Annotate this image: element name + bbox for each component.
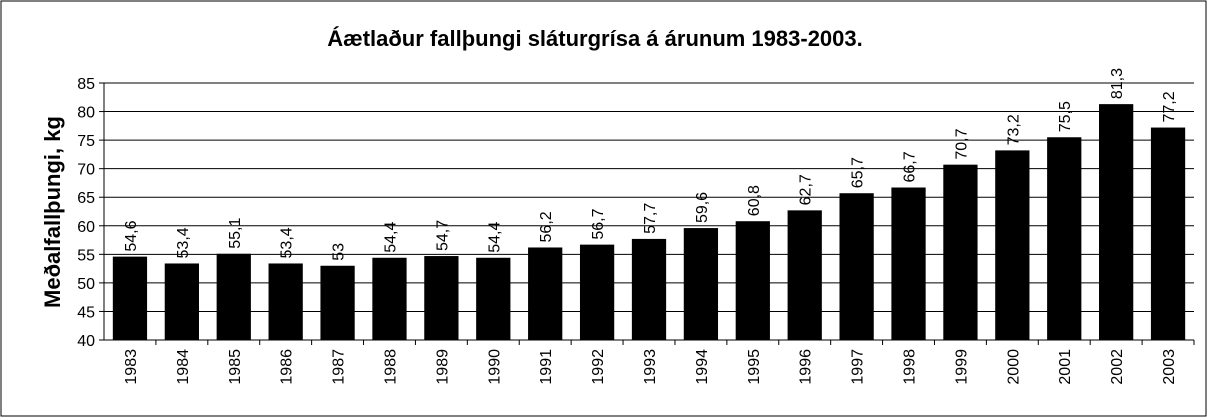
y-tick-label: 55 bbox=[77, 247, 95, 264]
bar bbox=[683, 228, 719, 340]
y-tick-label: 70 bbox=[77, 162, 95, 179]
value-label: 75,5 bbox=[1057, 101, 1074, 132]
bar bbox=[943, 164, 978, 340]
bar bbox=[112, 256, 148, 340]
bar bbox=[216, 253, 251, 340]
bar bbox=[476, 257, 511, 340]
x-tick-label: 1992 bbox=[590, 349, 607, 385]
value-label: 57,7 bbox=[642, 203, 659, 234]
value-label: 81,3 bbox=[1109, 68, 1126, 99]
x-tick-label: 1996 bbox=[798, 349, 815, 385]
y-axis-label: Meðalfallþungi, kg bbox=[40, 116, 65, 308]
bar bbox=[320, 265, 355, 340]
y-tick-label: 75 bbox=[77, 133, 95, 150]
value-label: 54,4 bbox=[382, 222, 399, 253]
value-label: 56,7 bbox=[590, 208, 607, 239]
bar bbox=[579, 244, 615, 340]
x-tick-label: 1983 bbox=[123, 349, 140, 385]
bar bbox=[164, 263, 199, 340]
x-tick-label: 1994 bbox=[694, 349, 711, 385]
bar bbox=[1150, 127, 1186, 341]
value-label: 73,2 bbox=[1005, 114, 1022, 145]
bar bbox=[787, 210, 822, 340]
value-label: 56,2 bbox=[538, 211, 555, 242]
bar bbox=[735, 221, 770, 340]
bar bbox=[995, 150, 1030, 340]
value-label: 60,8 bbox=[746, 185, 763, 216]
x-tick-label: 1987 bbox=[331, 349, 348, 385]
value-label: 77,2 bbox=[1161, 91, 1178, 122]
value-label: 65,7 bbox=[850, 157, 867, 188]
value-label: 54,4 bbox=[486, 222, 503, 253]
bar bbox=[372, 257, 407, 340]
x-tick-label: 1993 bbox=[642, 349, 659, 385]
chart-title: Áætlaður fallþungi sláturgrísa á árunum … bbox=[327, 26, 863, 51]
value-label: 62,7 bbox=[798, 174, 815, 205]
x-tick-label: 1998 bbox=[902, 349, 919, 385]
x-tick-label: 1990 bbox=[486, 349, 503, 385]
y-tick-label: 80 bbox=[77, 105, 95, 122]
y-tick-label: 65 bbox=[77, 190, 95, 207]
value-label: 55,1 bbox=[227, 218, 244, 249]
x-tick-label: 2003 bbox=[1161, 349, 1178, 385]
value-label: 53,4 bbox=[175, 227, 192, 258]
bar bbox=[1099, 104, 1134, 341]
y-tick-label: 50 bbox=[77, 276, 95, 293]
y-tick-label: 60 bbox=[77, 219, 95, 236]
value-label: 53,4 bbox=[279, 227, 296, 258]
bar bbox=[1047, 137, 1082, 340]
value-label: 53 bbox=[331, 243, 348, 261]
bar bbox=[268, 263, 303, 340]
bar bbox=[631, 238, 667, 340]
x-tick-label: 1984 bbox=[175, 349, 192, 385]
bar bbox=[839, 193, 874, 340]
bar bbox=[891, 187, 926, 340]
x-tick-label: 1988 bbox=[382, 349, 399, 385]
value-label: 59,6 bbox=[694, 192, 711, 223]
x-tick-label: 2002 bbox=[1109, 349, 1126, 385]
value-label: 54,6 bbox=[123, 220, 140, 251]
value-label: 70,7 bbox=[953, 128, 970, 159]
y-tick-label: 85 bbox=[77, 76, 95, 93]
y-tick-label: 40 bbox=[77, 333, 95, 350]
x-tick-label: 1989 bbox=[434, 349, 451, 385]
bar bbox=[424, 256, 459, 340]
x-tick-label: 2000 bbox=[1005, 349, 1022, 385]
value-label: 66,7 bbox=[902, 151, 919, 182]
x-tick-label: 1986 bbox=[279, 349, 296, 385]
x-tick-label: 1991 bbox=[538, 349, 555, 385]
bar bbox=[528, 247, 563, 340]
y-tick-label: 45 bbox=[77, 304, 95, 321]
value-label: 54,7 bbox=[434, 220, 451, 251]
x-tick-label: 1995 bbox=[746, 349, 763, 385]
x-tick-label: 1999 bbox=[953, 349, 970, 385]
x-tick-label: 1997 bbox=[850, 349, 867, 385]
x-tick-label: 2001 bbox=[1057, 349, 1074, 385]
x-tick-label: 1985 bbox=[227, 349, 244, 385]
